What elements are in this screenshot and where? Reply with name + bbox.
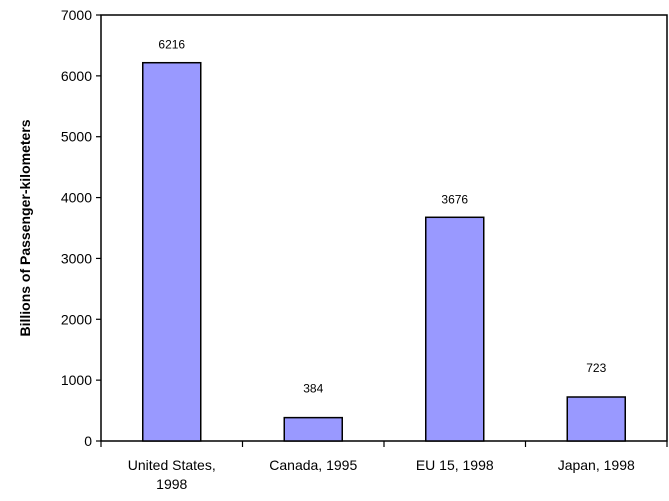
x-axis-labels: United States, 1998 Canada, 1995 EU 15, 199… [100,441,668,492]
y-axis-title: Billions of Passenger-kilometers [17,119,33,336]
bar [425,216,485,442]
y-tick-label: 2000 [61,311,92,327]
y-tick-label: 6000 [61,68,92,84]
bars [142,61,626,442]
y-tick-label: 4000 [61,190,92,206]
bar [142,61,202,442]
bar [283,416,343,442]
x-category-label: EU 15, 1998 [416,457,494,473]
y-tick-label: 0 [84,433,92,449]
y-tick-label: 7000 [61,7,92,23]
bar-value-label: 723 [586,361,606,375]
x-category-label: Japan, 1998 [558,457,635,473]
x-category-label: United States, 1998 [128,457,216,492]
bar-value-label: 3676 [441,192,468,206]
y-tick-label: 5000 [61,129,92,145]
y-tick-label: 3000 [61,250,92,266]
bar-value-label: 6216 [158,38,185,52]
x-category-label: Canada, 1995 [269,457,357,473]
y-tick-label: 1000 [61,372,92,388]
y-axis-ticks: 0 1000 2000 3000 4000 5000 6000 7000 [61,7,101,449]
data-labels: 6216 384 3676 723 [158,38,606,396]
bar-value-label: 384 [303,382,323,396]
bar [566,396,626,442]
